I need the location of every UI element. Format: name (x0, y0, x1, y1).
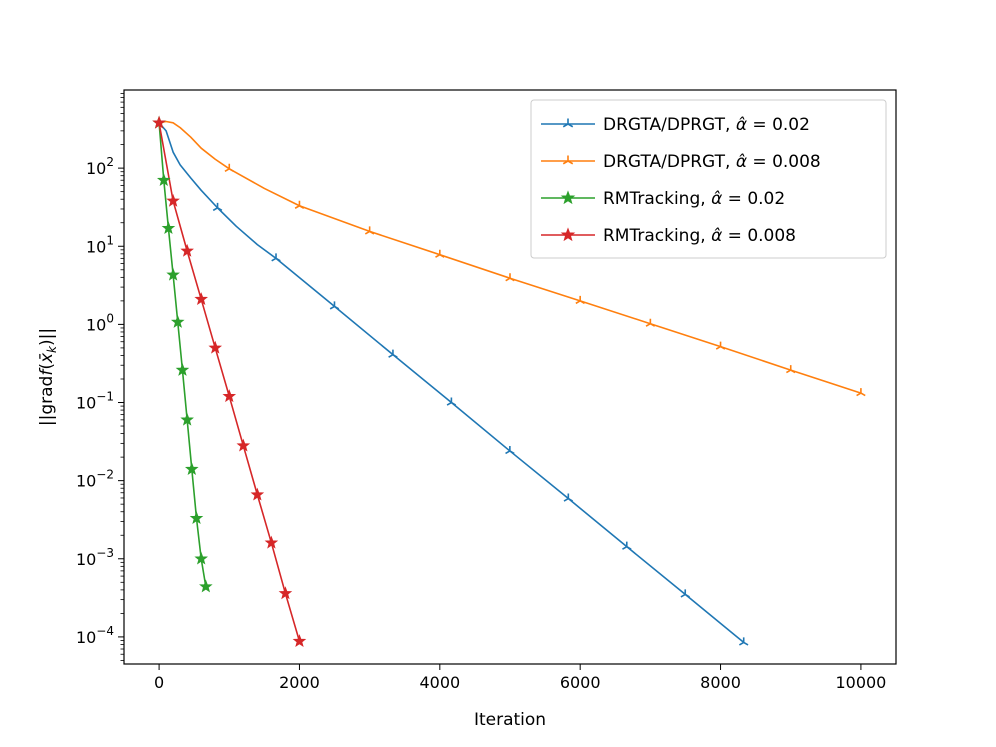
x-tick-label: 2000 (279, 673, 320, 692)
data-point-s2-7 (645, 318, 656, 327)
data-point-s2-2 (294, 200, 305, 209)
data-point-s4-6 (222, 389, 237, 403)
y-tick-label: 10−1 (76, 390, 114, 413)
plot-frame (123, 89, 897, 665)
data-point-s3-6 (175, 362, 190, 376)
data-point-s4-7 (236, 438, 251, 452)
data-point-s2-1 (224, 163, 234, 173)
data-point-s4-8 (250, 487, 265, 501)
legend-label: RMTracking, α̂ = 0.008 (603, 226, 796, 246)
y-tick-label: 101 (86, 233, 114, 256)
data-point-s3-4 (166, 267, 180, 281)
data-point-s2-3 (364, 226, 375, 235)
data-point-s4-3 (180, 243, 194, 257)
y-tick-label: 100 (86, 311, 114, 334)
data-point-s4-9 (264, 535, 279, 549)
legend-marker (560, 227, 576, 242)
data-point-s4-10 (278, 586, 293, 600)
data-point-s3-3 (161, 221, 176, 235)
data-point-s2-9 (785, 365, 796, 374)
data-point-s2-6 (575, 295, 585, 305)
legend-entry-1: DRGTA/DPRGT, α̂ = 0.02 (541, 115, 810, 135)
legend-label: RMTracking, α̂ = 0.02 (603, 189, 785, 209)
legend-label: DRGTA/DPRGT, α̂ = 0.02 (603, 115, 810, 135)
data-point-s2-5 (505, 273, 515, 282)
data-point-s2-10 (856, 388, 866, 397)
data-point-s1-10 (738, 637, 749, 646)
data-point-s3-10 (194, 551, 208, 565)
series-line-1 (158, 122, 745, 644)
data-point-s4-1 (152, 115, 166, 129)
y-tick-label: 10−4 (76, 624, 114, 647)
data-point-s4-4 (194, 292, 208, 305)
data-point-s3-8 (185, 462, 199, 476)
y-axis-label: ||gradf(x̄k)|| (37, 328, 59, 426)
marker-layer (152, 115, 866, 648)
legend-box (530, 99, 887, 259)
data-point-s4-11 (292, 634, 307, 648)
x-tick-label: 8000 (700, 673, 741, 692)
legend-entry-2: DRGTA/DPRGT, α̂ = 0.008 (541, 152, 821, 172)
series-line-2 (158, 120, 862, 394)
data-point-s4-5 (208, 340, 223, 354)
data-point-s1-8 (622, 541, 632, 550)
x-axis: 0 2000 4000 6000 8000 10000 (154, 664, 886, 692)
data-point-s2-8 (715, 341, 726, 350)
data-point-s3-2 (157, 173, 171, 187)
data-point-s4-2 (166, 193, 180, 207)
data-point-s1-2 (271, 253, 281, 262)
data-point-s1-4 (388, 349, 398, 358)
x-axis-label: Iteration (474, 710, 546, 730)
x-tick-label: 0 (154, 673, 164, 692)
data-point-s3-9 (189, 511, 204, 525)
x-tick-label: 6000 (560, 673, 601, 692)
legend: DRGTA/DPRGT, α̂ = 0.02 DRGTA/DPRGT, α̂ = … (530, 99, 887, 259)
data-point-s1-6 (505, 445, 515, 455)
y-tick-label: 10−2 (76, 468, 114, 491)
y-axis: 10−4 10−3 10−2 10−1 100 101 102 (76, 93, 124, 661)
data-point-s3-5 (170, 314, 185, 328)
data-point-s1-9 (680, 589, 690, 598)
legend-entry-4: RMTracking, α̂ = 0.008 (541, 226, 796, 246)
y-tick-label: 10−3 (76, 546, 114, 569)
y-tick-label: 102 (86, 155, 114, 178)
legend-marker (562, 118, 574, 128)
legend-label: DRGTA/DPRGT, α̂ = 0.008 (603, 152, 821, 172)
data-point-s2-4 (435, 249, 445, 258)
legend-entry-3: RMTracking, α̂ = 0.02 (541, 189, 785, 209)
x-tick-label: 10000 (835, 673, 886, 692)
data-point-s1-1 (212, 202, 223, 212)
data-point-s1-3 (329, 301, 340, 310)
x-tick-label: 4000 (419, 673, 460, 692)
legend-marker (562, 155, 574, 165)
legend-marker (560, 190, 576, 205)
data-point-s3-7 (180, 412, 194, 426)
data-point-s3-11 (199, 579, 213, 593)
data-point-s1-7 (563, 493, 574, 502)
data-point-s1-5 (446, 397, 457, 406)
